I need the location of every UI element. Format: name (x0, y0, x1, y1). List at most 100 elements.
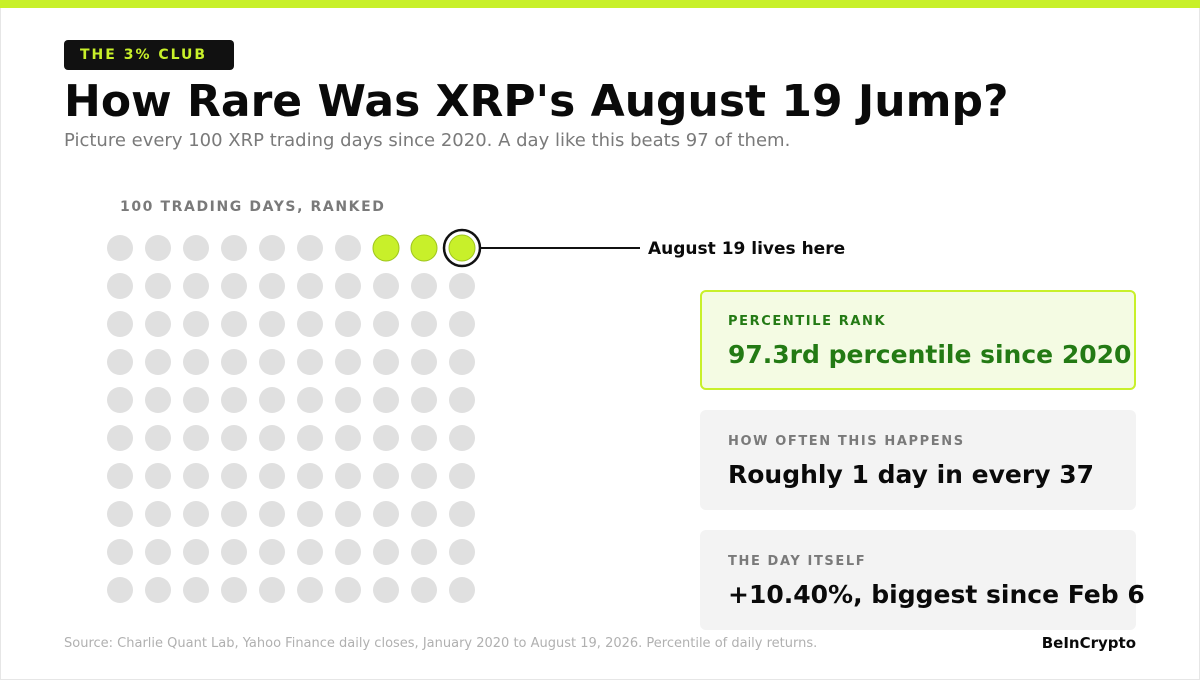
waffle-dot (145, 387, 171, 413)
page-title: How Rare Was XRP's August 19 Jump? (64, 76, 1009, 127)
stat-card-label: THE DAY ITSELF (728, 554, 867, 569)
waffle-dot (221, 425, 247, 451)
waffle-dot (183, 273, 209, 299)
waffle-dot (297, 311, 323, 337)
stat-card-label: PERCENTILE RANK (728, 314, 887, 329)
waffle-dot (335, 311, 361, 337)
waffle-dot (373, 501, 399, 527)
waffle-dot (107, 235, 133, 261)
waffle-dot (373, 311, 399, 337)
waffle-dot (259, 273, 285, 299)
waffle-dot (297, 387, 323, 413)
source-note: Source: Charlie Quant Lab, Yahoo Finance… (64, 636, 818, 651)
waffle-dot (145, 501, 171, 527)
waffle-dot (411, 349, 437, 375)
stat-card-label: HOW OFTEN THIS HAPPENS (728, 434, 965, 449)
waffle-dot (373, 273, 399, 299)
waffle-dot (297, 273, 323, 299)
waffle-dot (411, 501, 437, 527)
marker-ring (442, 228, 482, 268)
waffle-dot (183, 311, 209, 337)
waffle-dot (107, 425, 133, 451)
waffle-dot (145, 273, 171, 299)
waffle-dot (221, 273, 247, 299)
waffle-dot (259, 463, 285, 489)
stat-card-value: 97.3rd percentile since 2020 (728, 340, 1132, 369)
waffle-dot (297, 501, 323, 527)
waffle-dot (259, 235, 285, 261)
waffle-dot (335, 235, 361, 261)
waffle-dot (449, 349, 475, 375)
annotation-label: August 19 lives here (648, 239, 845, 259)
waffle-dot (297, 463, 323, 489)
waffle-dot (107, 463, 133, 489)
waffle-dot (411, 577, 437, 603)
waffle-dot (335, 349, 361, 375)
waffle-dot (335, 577, 361, 603)
waffle-dot (259, 577, 285, 603)
waffle-dot (183, 349, 209, 375)
waffle-dot (221, 387, 247, 413)
waffle-dot (107, 387, 133, 413)
waffle-dot (335, 425, 361, 451)
waffle-dot (411, 311, 437, 337)
waffle-dot (449, 463, 475, 489)
waffle-dot (297, 235, 323, 261)
waffle-dot (183, 577, 209, 603)
waffle-dot (183, 501, 209, 527)
waffle-dot (335, 463, 361, 489)
waffle-dot (145, 577, 171, 603)
waffle-dot (145, 311, 171, 337)
waffle-dot (107, 349, 133, 375)
waffle-dot (411, 273, 437, 299)
accent-top-bar (0, 0, 1200, 8)
stat-card-day: THE DAY ITSELF +10.40%, biggest since Fe… (700, 530, 1145, 630)
waffle-dot (145, 235, 171, 261)
waffle-dot (335, 387, 361, 413)
waffle-dot (221, 349, 247, 375)
waffle-dot (449, 311, 475, 337)
waffle-dot (107, 273, 133, 299)
waffle-dot (373, 539, 399, 565)
waffle-dot (411, 539, 437, 565)
waffle-dot (449, 425, 475, 451)
waffle-dot (335, 501, 361, 527)
waffle-dot (221, 235, 247, 261)
page-subtitle: Picture every 100 XRP trading days since… (64, 130, 791, 151)
waffle-dot (449, 501, 475, 527)
waffle-dot (183, 387, 209, 413)
waffle-dot (221, 539, 247, 565)
waffle-dot (373, 425, 399, 451)
waffle-dot (449, 577, 475, 603)
stat-card-value: Roughly 1 day in every 37 (728, 460, 1094, 489)
waffle-dot (297, 425, 323, 451)
waffle-dot (449, 387, 475, 413)
waffle-dot (107, 539, 133, 565)
waffle-dot (221, 577, 247, 603)
waffle-dot (411, 387, 437, 413)
waffle-dot (221, 501, 247, 527)
waffle-dot (411, 463, 437, 489)
waffle-dot-highlighted (372, 234, 400, 262)
waffle-dot (335, 273, 361, 299)
waffle-dot (259, 387, 285, 413)
waffle-dot (411, 425, 437, 451)
stat-card-value: +10.40%, biggest since Feb 6 (728, 580, 1145, 609)
waffle-dot (373, 349, 399, 375)
brand-logo: BeInCrypto (1041, 634, 1136, 652)
waffle-dot (297, 349, 323, 375)
waffle-dot (145, 539, 171, 565)
waffle-dot (183, 425, 209, 451)
waffle-dot (221, 311, 247, 337)
waffle-dot (373, 577, 399, 603)
waffle-dot (373, 463, 399, 489)
stat-card-frequency: HOW OFTEN THIS HAPPENS Roughly 1 day in … (700, 410, 1136, 510)
waffle-dot (107, 311, 133, 337)
waffle-dot-highlighted (448, 234, 476, 262)
waffle-dot (183, 463, 209, 489)
waffle-dot (259, 349, 285, 375)
waffle-dot (107, 577, 133, 603)
waffle-dot (221, 463, 247, 489)
waffle-dot (373, 387, 399, 413)
